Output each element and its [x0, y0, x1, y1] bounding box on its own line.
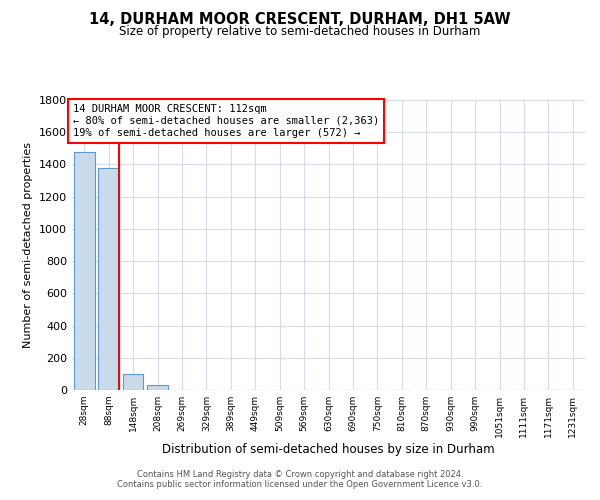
Bar: [98, 168, 119, 390]
Text: Contains HM Land Registry data © Crown copyright and database right 2024.: Contains HM Land Registry data © Crown c…: [137, 470, 463, 479]
X-axis label: Distribution of semi-detached houses by size in Durham: Distribution of semi-detached houses by …: [162, 442, 495, 456]
Text: 14, DURHAM MOOR CRESCENT, DURHAM, DH1 5AW: 14, DURHAM MOOR CRESCENT, DURHAM, DH1 5A…: [89, 12, 511, 28]
Y-axis label: Number of semi-detached properties: Number of semi-detached properties: [23, 142, 34, 348]
Bar: [122, 374, 143, 390]
Text: Contains public sector information licensed under the Open Government Licence v3: Contains public sector information licen…: [118, 480, 482, 489]
Bar: [74, 152, 95, 390]
Text: 14 DURHAM MOOR CRESCENT: 112sqm
← 80% of semi-detached houses are smaller (2,363: 14 DURHAM MOOR CRESCENT: 112sqm ← 80% of…: [73, 104, 379, 138]
Text: Size of property relative to semi-detached houses in Durham: Size of property relative to semi-detach…: [119, 25, 481, 38]
Bar: [147, 385, 168, 390]
